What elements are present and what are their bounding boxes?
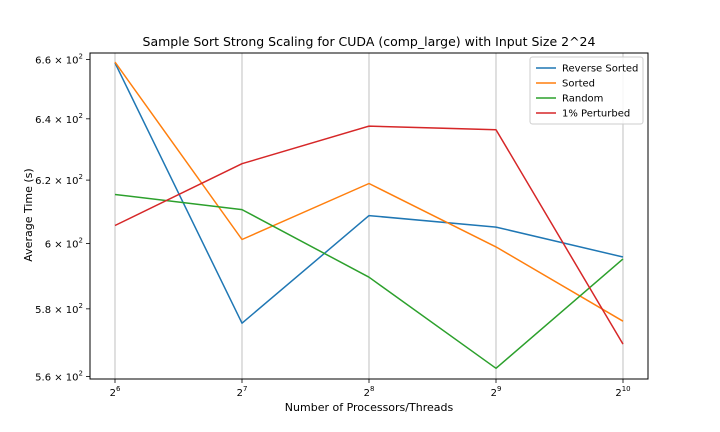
legend-label: Random (562, 94, 603, 105)
legend-box (529, 56, 644, 125)
legend-label: 1% Perturbed (562, 109, 630, 120)
series-line-3 (114, 125, 624, 345)
y-tick-label: 6.4 × 102 (35, 112, 83, 126)
series-line-0 (114, 62, 624, 324)
y-tick-label: 6.2 × 102 (35, 173, 83, 187)
y-tick-label: 5.8 × 102 (35, 302, 83, 316)
y-tick-label: 5.6 × 102 (35, 370, 83, 384)
series-line-1 (114, 61, 624, 322)
legend-label: Sorted (562, 79, 595, 90)
x-tick-label: 28 (364, 385, 375, 399)
chart-title: Sample Sort Strong Scaling for CUDA (com… (143, 34, 596, 49)
legend-label: Reverse Sorted (562, 64, 638, 75)
series-line-2 (114, 193, 624, 370)
x-tick-label: 26 (110, 385, 121, 399)
x-axis-label: Number of Processors/Threads (285, 401, 454, 414)
x-tick-label: 29 (491, 385, 502, 399)
y-tick-label: 6.6 × 102 (35, 52, 83, 66)
y-tick-label: 6 × 102 (45, 236, 83, 250)
y-axis-label: Average Time (s) (22, 168, 35, 261)
x-tick-label: 27 (237, 385, 248, 399)
plot-area: 26 27 28 29 210 5.6 × 102 5.8 × 102 6 × 102 6.2 … (35, 52, 649, 399)
x-tick-label: 210 (615, 385, 630, 399)
legend: Reverse Sorted Sorted Random 1% Perturbed (529, 56, 644, 125)
